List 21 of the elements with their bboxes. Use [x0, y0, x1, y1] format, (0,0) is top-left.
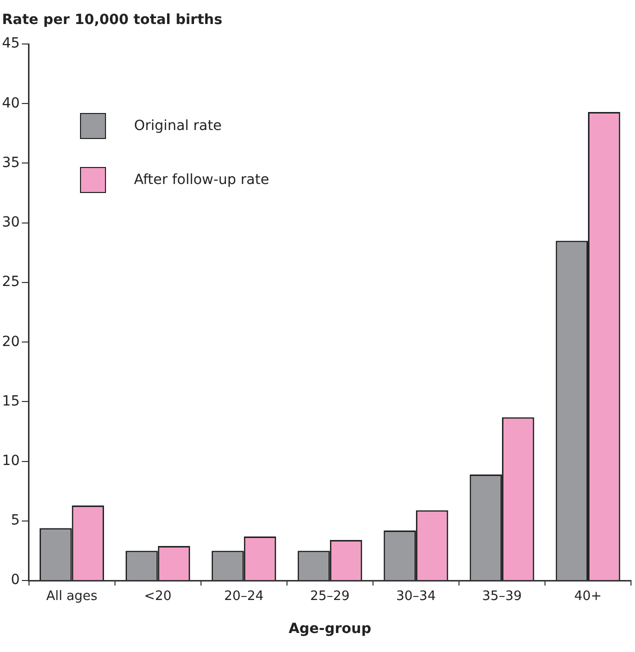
x-tick-label: 20–24 [224, 588, 264, 604]
x-tick-label: All ages [46, 588, 98, 604]
y-tick-label: 15 [2, 393, 20, 410]
y-tick-label: 30 [2, 214, 20, 231]
x-tick-label: <20 [144, 588, 172, 604]
x-tick-label: 35–39 [482, 588, 522, 604]
y-tick-label: 0 [10, 572, 20, 588]
y-tick-label: 25 [2, 274, 20, 290]
y-axis-title: Rate per 10,000 total births [2, 12, 222, 28]
y-tick-label: 10 [2, 452, 20, 469]
y-tick-label: 5 [10, 512, 20, 529]
x-axis-title: Age-group [288, 621, 372, 638]
x-tick-label: 40+ [574, 588, 602, 604]
legend-label: Original rate [134, 118, 222, 134]
y-tick-label: 45 [2, 36, 20, 52]
y-tick-label: 20 [2, 334, 20, 350]
legend-label: After follow-up rate [134, 172, 270, 188]
y-tick-label: 35 [2, 154, 20, 171]
x-tick-label: 25–29 [310, 588, 350, 604]
x-tick-label: 30–34 [396, 588, 436, 604]
y-tick-label: 40 [2, 95, 20, 112]
